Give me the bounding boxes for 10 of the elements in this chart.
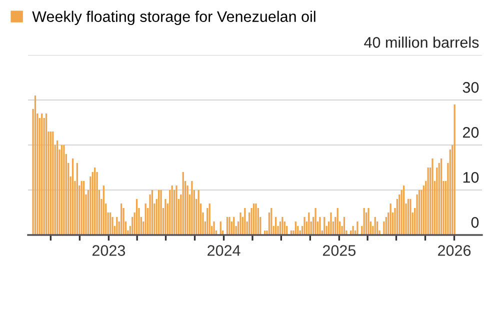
y-tick-label: 40 million barrels [364, 36, 479, 48]
legend-label: Weekly floating storage for Venezuelan oil [32, 10, 316, 26]
x-tick-label: 2026 [438, 245, 471, 256]
x-tick-label: 2023 [92, 245, 126, 256]
y-tick-label: 20 [463, 126, 479, 138]
x-tick-label: 2025 [322, 245, 356, 256]
y-tick-label: 0 [471, 216, 479, 228]
x-tick-label: 2024 [208, 245, 240, 256]
y-tick-label: 10 [463, 172, 479, 183]
y-tick-label: 30 [462, 82, 479, 93]
